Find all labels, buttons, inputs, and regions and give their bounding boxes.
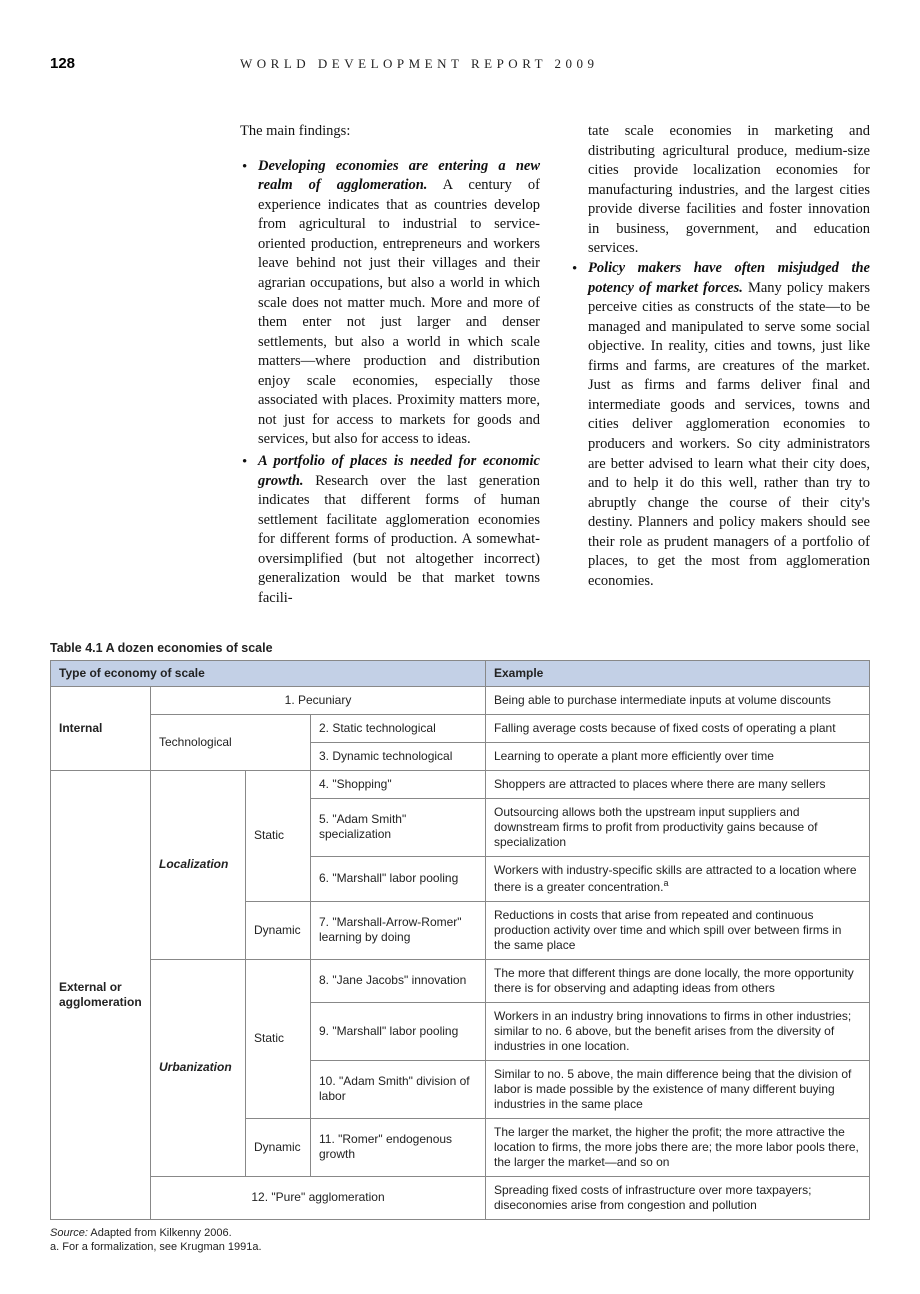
intro-text: The main findings: [240, 122, 540, 142]
column-right: tate scale economies in marketing and di… [570, 122, 870, 611]
cell-dynamic: Dynamic [246, 1118, 311, 1176]
cell-type: 2. Static technological [311, 714, 486, 742]
report-title: WORLD DEVELOPMENT REPORT 2009 [240, 56, 599, 72]
table-row: External or agglomeration Localization S… [51, 770, 870, 798]
bullet-item: A portfolio of places is needed for econ… [240, 452, 540, 609]
bullet-item: Developing economies are entering a new … [240, 157, 540, 450]
page-header: 128 WORLD DEVELOPMENT REPORT 2009 [50, 55, 870, 72]
bullet-text: A century of experience indicates that a… [258, 177, 540, 447]
cell-type: 3. Dynamic technological [311, 742, 486, 770]
cell-static: Static [246, 770, 311, 901]
cell-example: The larger the market, the higher the pr… [486, 1118, 870, 1176]
cell-type: 10. "Adam Smith" division of labor [311, 1060, 486, 1118]
bullet-item: Policy makers have often misjudged the p… [570, 259, 870, 592]
table-row: Internal 1. Pecuniary Being able to purc… [51, 686, 870, 714]
cell-type: 5. "Adam Smith" specialization [311, 798, 486, 856]
cell-example: The more that different things are done … [486, 959, 870, 1002]
cell-localization: Localization [151, 770, 246, 959]
cell-type: 1. Pecuniary [151, 686, 486, 714]
cell-example: Learning to operate a plant more efficie… [486, 742, 870, 770]
cell-example: Being able to purchase intermediate inpu… [486, 686, 870, 714]
cell-example: Reductions in costs that arise from repe… [486, 901, 870, 959]
cell-technological: Technological [151, 714, 311, 770]
cell-dynamic: Dynamic [246, 901, 311, 959]
cell-internal: Internal [51, 686, 151, 770]
cell-type: 12. "Pure" agglomeration [151, 1176, 486, 1219]
cell-type: 4. "Shopping" [311, 770, 486, 798]
table-title: Table 4.1 A dozen economies of scale [50, 641, 870, 655]
bullet-continuation: tate scale economies in marketing and di… [588, 122, 870, 259]
source-lead: Source: [50, 1227, 88, 1239]
cell-external: External or agglomeration [51, 770, 151, 1219]
header-type: Type of economy of scale [51, 660, 486, 686]
cell-example-text: Workers with industry-specific skills ar… [494, 863, 857, 894]
table-header-row: Type of economy of scale Example [51, 660, 870, 686]
header-example: Example [486, 660, 870, 686]
cell-type: 8. "Jane Jacobs" innovation [311, 959, 486, 1002]
column-left: The main findings: Developing economies … [240, 122, 540, 611]
table-note-a: a. For a formalization, see Krugman 1991… [50, 1241, 262, 1253]
bullet-text: Research over the last generation indica… [258, 473, 540, 606]
cell-type: 11. "Romer" endogenous growth [311, 1118, 486, 1176]
cell-example: Workers with industry-specific skills ar… [486, 856, 870, 901]
page-number: 128 [50, 55, 240, 72]
table-row: Urbanization Static 8. "Jane Jacobs" inn… [51, 959, 870, 1002]
cell-example: Workers in an industry bring innovations… [486, 1002, 870, 1060]
table-source: Source: Adapted from Kilkenny 2006. a. F… [50, 1226, 870, 1255]
cell-example: Outsourcing allows both the upstream inp… [486, 798, 870, 856]
cell-urbanization: Urbanization [151, 959, 246, 1176]
cell-type: 9. "Marshall" labor pooling [311, 1002, 486, 1060]
cell-example: Spreading fixed costs of infrastructure … [486, 1176, 870, 1219]
cell-type: 6. "Marshall" labor pooling [311, 856, 486, 901]
economies-table: Type of economy of scale Example Interna… [50, 660, 870, 1220]
cell-type: 7. "Marshall-Arrow-Romer" learning by do… [311, 901, 486, 959]
footnote-marker: a [663, 878, 668, 888]
bullet-text: Many policy makers perceive cities as co… [588, 280, 870, 589]
table-row: 12. "Pure" agglomeration Spreading fixed… [51, 1176, 870, 1219]
cell-example: Falling average costs because of fixed c… [486, 714, 870, 742]
cell-static: Static [246, 959, 311, 1118]
cell-example: Similar to no. 5 above, the main differe… [486, 1060, 870, 1118]
cell-example: Shoppers are attracted to places where t… [486, 770, 870, 798]
source-text: Adapted from Kilkenny 2006. [88, 1227, 232, 1239]
table-row: Technological 2. Static technological Fa… [51, 714, 870, 742]
body-columns: The main findings: Developing economies … [240, 122, 870, 611]
